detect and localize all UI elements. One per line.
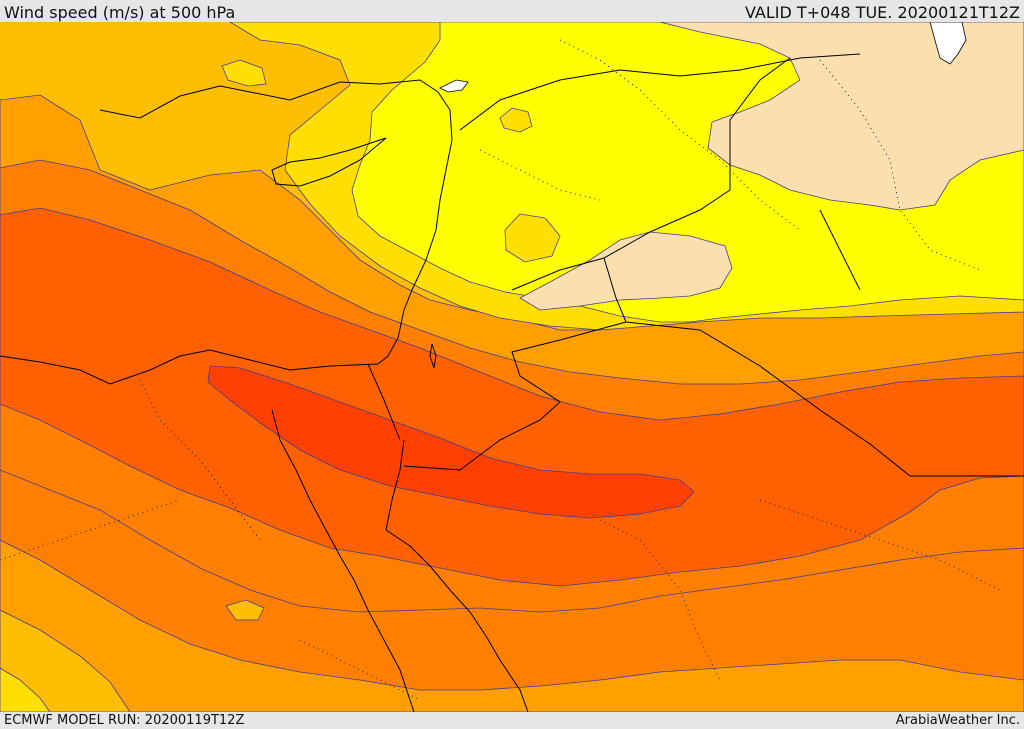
footer-bar: ECMWF MODEL RUN: 20200119T12Z ArabiaWeat… [0, 712, 1024, 729]
caspian-water [929, 22, 967, 65]
band-gold-northwest [221, 59, 267, 87]
band-gold-blob [504, 213, 561, 263]
band-dark-orange [0, 207, 1024, 587]
lake-water [439, 79, 469, 93]
band-pale-center [519, 231, 733, 311]
band-amber-southwest [0, 609, 131, 712]
band-orange-south [0, 469, 1024, 712]
band-gold-southwest [0, 667, 51, 712]
map-title: Wind speed (m/s) at 500 hPa [4, 3, 236, 22]
band-red-orange-core [207, 365, 695, 519]
credit-text: ArabiaWeather Inc. [895, 713, 1020, 728]
wind-speed-map[interactable] [0, 22, 1024, 712]
model-run: ECMWF MODEL RUN: 20200119T12Z [4, 713, 245, 728]
header-bar: Wind speed (m/s) at 500 hPa VALID T+048 … [0, 0, 1024, 22]
band-amber-blob [225, 599, 265, 621]
band-light-orange-south [0, 539, 1024, 712]
valid-time: VALID T+048 TUE. 20200121T12Z [744, 3, 1020, 22]
band-gold-blob-small [499, 107, 533, 133]
band-pale-east [659, 22, 1024, 211]
coastlines [0, 53, 1024, 712]
dotted-borders [0, 39, 1001, 701]
